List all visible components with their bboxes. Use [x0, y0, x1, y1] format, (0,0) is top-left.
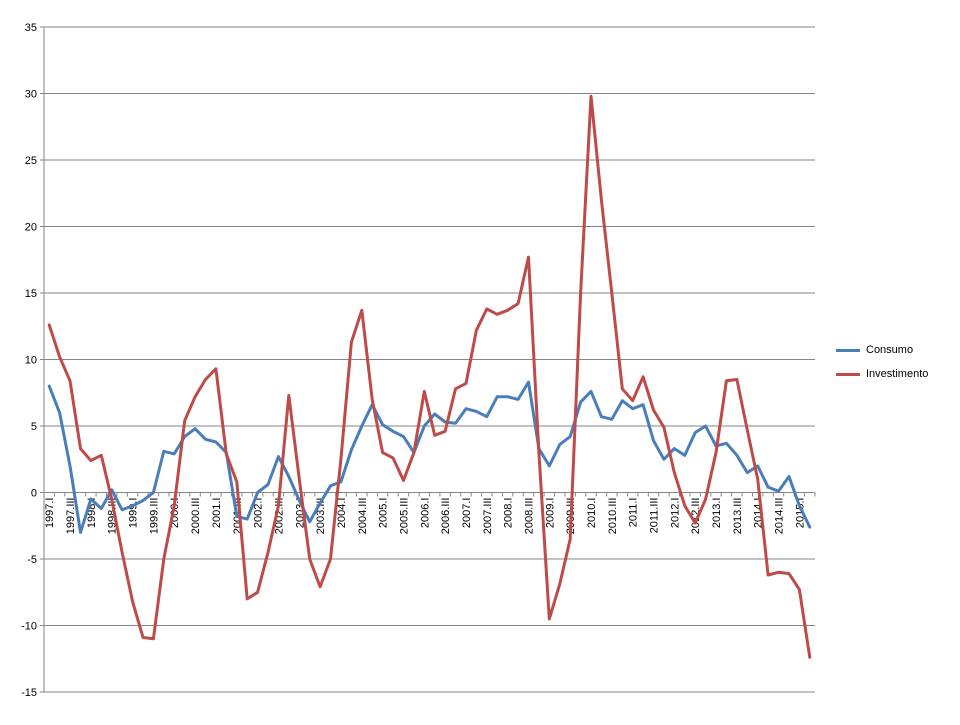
x-tick-label: 2004.I — [336, 498, 348, 529]
y-tick-label: 0 — [31, 488, 37, 500]
x-tick-label: 2005.III — [398, 498, 410, 535]
x-tick-label: 1997.I — [44, 498, 56, 529]
x-tick-label: 2008.I — [503, 498, 515, 529]
x-tick-label: 2011.III — [649, 498, 661, 534]
x-tick-label: 2000.III — [190, 498, 202, 535]
x-tick-label: 2010.I — [586, 498, 598, 529]
x-tick-label: 2011.I — [628, 498, 640, 528]
series-line-consumo — [47, 380, 812, 534]
y-tick-labels: -15 -10 -5 0 5 10 15 20 25 30 35 — [21, 22, 37, 699]
series-line-investimento — [47, 94, 812, 659]
x-tick-label: 2015.I — [794, 498, 806, 529]
x-tick-label: 2009.I — [544, 498, 556, 529]
x-tick-label: 2012.I — [669, 498, 681, 529]
y-tick-label: 10 — [25, 355, 37, 367]
legend: Consumo Investimento — [836, 338, 956, 386]
y-tick-label: 15 — [25, 288, 37, 300]
y-tick-label: 30 — [25, 89, 37, 101]
legend-label-consumo: Consumo — [866, 344, 914, 356]
x-tick-label: 2008.III — [523, 498, 535, 535]
y-tick-label: -10 — [21, 621, 37, 633]
x-tick-label: 2007.I — [461, 498, 473, 529]
legend-label-investimento: Investimento — [866, 368, 929, 380]
x-tick-label: 2001.I — [211, 498, 223, 529]
x-tick-label: 2012.III — [690, 498, 702, 535]
axes — [40, 26, 816, 693]
x-tick-label: 2002.I — [253, 498, 265, 529]
y-tick-label: 5 — [31, 421, 37, 433]
legend-item-consumo: Consumo — [836, 338, 956, 362]
y-tick-label: 25 — [25, 155, 37, 167]
x-tick-label: 2006.III — [440, 498, 452, 535]
x-tick-label: 2002.III — [273, 498, 285, 535]
legend-item-investimento: Investimento — [836, 362, 956, 386]
y-tick-label: -5 — [27, 554, 37, 566]
x-tick-label: 2004.III — [357, 498, 369, 535]
x-tick-label: 2007.III — [482, 498, 494, 535]
y-tick-label: -15 — [21, 687, 37, 699]
gridlines — [44, 26, 815, 693]
x-tick-label: 2013.I — [711, 498, 723, 529]
y-tick-label: 20 — [25, 222, 37, 234]
y-tick-label: 35 — [25, 22, 37, 34]
x-tick-label: 2005.I — [378, 498, 390, 529]
series-lines — [47, 94, 812, 659]
legend-swatch-consumo — [836, 348, 860, 352]
x-tick-label: 1999.III — [148, 498, 160, 535]
x-tick-label: 2010.III — [607, 498, 619, 535]
x-tick-label: 2006.I — [419, 498, 431, 529]
x-tick-label: 2013.III — [732, 498, 744, 535]
legend-swatch-investimento — [836, 372, 860, 376]
x-tick-label: 1997.III — [65, 498, 77, 535]
x-tick-label: 2014.III — [774, 498, 786, 535]
